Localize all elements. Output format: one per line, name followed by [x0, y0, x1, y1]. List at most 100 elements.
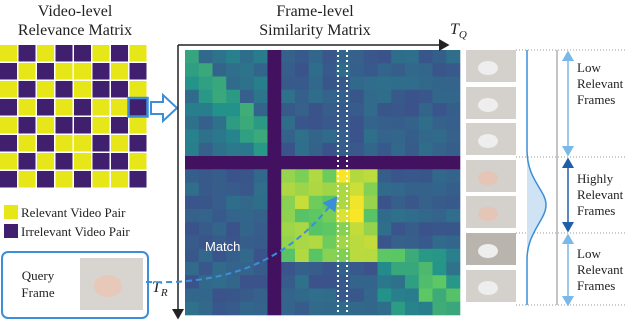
heat-cell — [226, 156, 241, 170]
cell — [55, 135, 73, 152]
heat-cell — [308, 116, 323, 130]
heat-cell — [418, 63, 433, 77]
heat-cell — [405, 116, 420, 130]
heat-cell — [267, 156, 282, 170]
cell — [129, 117, 147, 134]
heat-cell — [391, 275, 406, 289]
heat-cell — [240, 248, 255, 263]
heat-cell — [308, 301, 323, 316]
heat-cell — [446, 103, 461, 117]
heat-cell — [446, 262, 461, 276]
heat-cell — [240, 156, 255, 170]
title-line: Video-level — [38, 3, 113, 20]
heat-cell — [391, 235, 406, 250]
heat-cell — [185, 209, 200, 223]
heat-cell — [350, 116, 365, 130]
heat-cell — [253, 222, 268, 236]
heat-cell — [363, 50, 378, 64]
cell — [37, 81, 54, 98]
heat-cell — [391, 169, 406, 183]
heat-cell — [391, 222, 406, 236]
group-label: Relevant — [577, 76, 624, 91]
cell — [111, 45, 128, 62]
heat-cell — [336, 129, 351, 144]
cell — [18, 153, 36, 170]
title-line: Relevance Matrix — [18, 22, 132, 39]
title-line: Similarity Matrix — [259, 22, 371, 39]
heat-cell — [253, 275, 268, 289]
heat-cell — [212, 142, 227, 157]
heat-cell — [240, 209, 255, 223]
heat-cell — [363, 275, 378, 289]
heat-cell — [391, 50, 406, 64]
cell — [0, 45, 17, 62]
heat-cell — [198, 209, 213, 223]
heat-cell — [377, 89, 392, 104]
heat-cell — [226, 248, 241, 263]
cell — [92, 99, 110, 116]
heat-cell — [350, 156, 365, 170]
heat-cell — [226, 301, 241, 316]
cell — [129, 153, 147, 170]
heat-cell — [281, 103, 296, 117]
heat-cell — [295, 103, 310, 117]
heat-cell — [308, 262, 323, 276]
heat-cell — [185, 116, 200, 130]
heat-cell — [446, 248, 461, 263]
heat-cell — [198, 116, 213, 130]
heat-cell — [185, 89, 200, 104]
heat-cell — [363, 156, 378, 170]
axis-subscript: Q — [459, 29, 467, 41]
heat-cell — [226, 63, 241, 77]
heat-cell — [281, 156, 296, 170]
heat-cell — [198, 103, 213, 117]
heat-cell — [212, 195, 227, 210]
heat-cell — [322, 89, 337, 104]
heat-cell — [391, 63, 406, 77]
heat-cell — [295, 275, 310, 289]
heat-cell — [432, 275, 447, 289]
heat-cell — [281, 50, 296, 64]
heat-cell — [212, 89, 227, 104]
heat-cell — [432, 50, 447, 64]
heat-cell — [350, 89, 365, 104]
heat-cell — [336, 142, 351, 157]
heat-cell — [308, 103, 323, 117]
heat-cell — [198, 63, 213, 77]
heat-cell — [212, 235, 227, 250]
heat-cell — [446, 169, 461, 183]
heat-cell — [240, 275, 255, 289]
heat-cell — [377, 275, 392, 289]
frame-detail — [478, 61, 498, 75]
heat-cell — [185, 103, 200, 117]
heat-cell — [267, 182, 282, 197]
heat-cell — [198, 142, 213, 157]
heat-cell — [308, 129, 323, 144]
heat-cell — [405, 288, 420, 303]
heat-cell — [185, 222, 200, 236]
heat-cell — [432, 235, 447, 250]
cell — [18, 45, 36, 62]
heat-cell — [322, 182, 337, 197]
cell — [129, 81, 147, 98]
heat-cell — [391, 76, 406, 91]
heat-cell — [405, 142, 420, 157]
heat-cell — [308, 76, 323, 91]
heat-cell — [391, 288, 406, 303]
match-arrow — [145, 196, 338, 284]
heat-cell — [377, 103, 392, 117]
heat-cell — [446, 182, 461, 197]
axis-symbol: T — [450, 21, 460, 38]
heat-cell — [198, 89, 213, 104]
heat-cell — [212, 129, 227, 144]
heat-cell — [253, 288, 268, 303]
heat-cell — [405, 195, 420, 210]
heat-cell — [363, 103, 378, 117]
heat-cell — [198, 248, 213, 263]
heat-cell — [267, 275, 282, 289]
heat-cell — [446, 116, 461, 130]
heat-cell — [198, 76, 213, 91]
frame-detail — [478, 207, 498, 221]
cell — [0, 153, 17, 170]
heat-cell — [226, 129, 241, 144]
